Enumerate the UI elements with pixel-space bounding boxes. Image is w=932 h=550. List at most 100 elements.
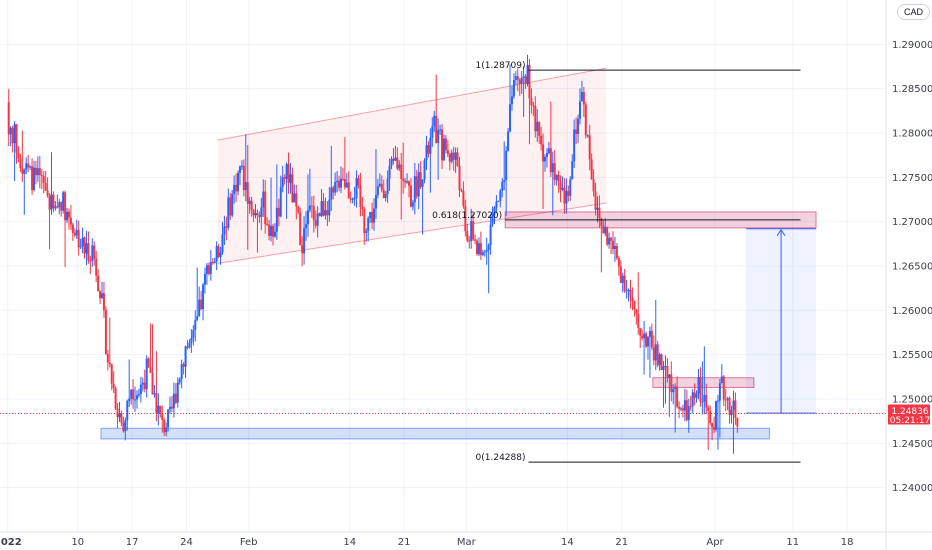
candle-up xyxy=(578,101,581,119)
candle-up xyxy=(703,394,706,402)
candle-down xyxy=(567,190,570,196)
candle-up xyxy=(328,199,331,216)
candle-down xyxy=(407,181,410,186)
candle-up xyxy=(374,195,377,209)
candle-up xyxy=(66,211,69,221)
candle-down xyxy=(268,224,271,236)
candle-down xyxy=(235,184,238,192)
candle-up xyxy=(470,221,473,241)
candle-down xyxy=(102,293,105,311)
candle-down xyxy=(676,386,679,407)
candle-down xyxy=(444,138,447,150)
currency-badge[interactable]: CAD xyxy=(896,4,930,20)
candle-down xyxy=(310,205,313,207)
candle-down xyxy=(466,231,469,241)
candle-up xyxy=(571,161,574,180)
candle-up xyxy=(522,76,525,78)
candle-up xyxy=(544,156,547,162)
candle-down xyxy=(472,221,475,240)
candle-down xyxy=(693,392,696,398)
candle-down xyxy=(56,206,59,208)
candle-down xyxy=(287,164,290,183)
candle-down xyxy=(631,297,634,301)
candle-up xyxy=(646,336,649,347)
candle-up xyxy=(289,174,292,183)
candle-down xyxy=(242,165,245,191)
channel-upper-line xyxy=(217,67,607,141)
candle-up xyxy=(233,184,236,194)
candle-down xyxy=(419,172,422,187)
candle-down xyxy=(637,313,640,328)
candle-down xyxy=(38,168,41,176)
candle-down xyxy=(207,265,210,274)
candle-up xyxy=(260,207,263,217)
candle-up xyxy=(128,398,131,402)
candle-up xyxy=(608,237,611,245)
candle-up xyxy=(23,169,26,174)
y-tick-label: 1.24500 xyxy=(892,439,932,450)
candle-up xyxy=(555,174,558,180)
candle-down xyxy=(534,105,537,132)
candle-down xyxy=(670,374,673,393)
candle-down xyxy=(575,129,578,134)
candle-down xyxy=(120,413,123,423)
candle-up xyxy=(680,408,683,410)
candle-down xyxy=(635,309,638,314)
candle-down xyxy=(71,224,74,234)
y-tick-label: 1.27500 xyxy=(892,173,932,184)
candle-up xyxy=(81,237,84,247)
candle-up xyxy=(223,226,226,235)
candle-down xyxy=(200,299,203,310)
candle-up xyxy=(545,152,548,157)
candle-up xyxy=(134,399,137,401)
candle-down xyxy=(15,124,18,153)
candle-down xyxy=(656,344,659,366)
candle-down xyxy=(592,179,595,192)
candle-down xyxy=(666,365,669,378)
candle-down xyxy=(458,165,461,191)
retest-zone xyxy=(652,377,755,388)
candle-down xyxy=(343,179,346,188)
candle-up xyxy=(254,213,257,216)
candle-down xyxy=(89,260,92,262)
candle-up xyxy=(227,197,230,228)
candle-down xyxy=(151,372,154,395)
candle-down xyxy=(170,406,173,409)
candle-up xyxy=(244,182,247,191)
candle-up xyxy=(726,398,729,400)
candle-up xyxy=(180,364,183,380)
candle-up xyxy=(386,178,389,195)
candle-down xyxy=(27,163,30,168)
candle-down xyxy=(182,364,185,367)
candle-down xyxy=(122,422,125,432)
candle-up xyxy=(406,181,409,183)
x-tick-label: 21 xyxy=(398,537,411,548)
candle-up xyxy=(58,202,61,208)
candle-down xyxy=(524,76,527,84)
candle-up xyxy=(139,384,142,395)
y-tick-label: 1.28000 xyxy=(892,129,932,140)
candle-down xyxy=(629,289,632,298)
candle-down xyxy=(559,181,562,190)
candle-down xyxy=(404,180,407,183)
candle-down xyxy=(332,187,335,193)
candle-up xyxy=(167,409,170,428)
candle-up xyxy=(137,394,140,396)
candle-down xyxy=(77,230,80,248)
candle-up xyxy=(285,164,288,179)
candle-up xyxy=(654,344,657,361)
candle-down xyxy=(736,417,739,427)
candle-up xyxy=(687,406,690,420)
candle-down xyxy=(250,200,253,210)
y-tick-label: 1.26000 xyxy=(892,306,932,317)
candle-down xyxy=(64,192,67,221)
candle-down xyxy=(396,157,399,169)
candle-up xyxy=(50,194,53,210)
candle-up xyxy=(604,227,607,234)
candle-up xyxy=(320,201,323,217)
candle-up xyxy=(281,177,284,188)
candle-up xyxy=(176,382,179,403)
support-zone xyxy=(100,427,770,440)
candle-down xyxy=(357,178,360,186)
